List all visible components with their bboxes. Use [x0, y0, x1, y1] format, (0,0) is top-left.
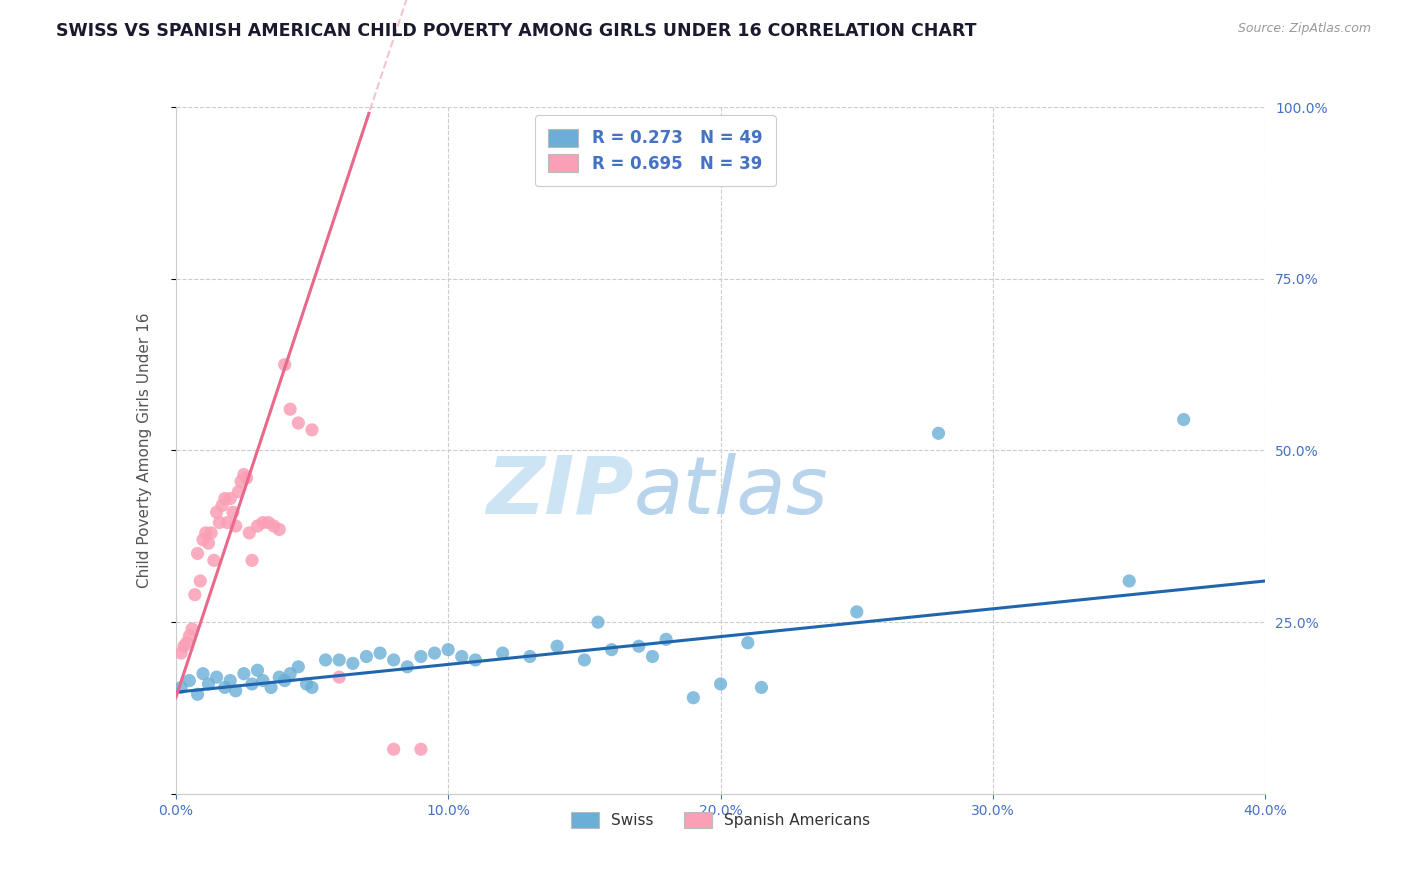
Point — [246, 519, 269, 533]
Point — [546, 639, 568, 653]
Point — [1118, 574, 1140, 588]
Point — [328, 670, 350, 684]
Point — [200, 525, 222, 540]
Point — [574, 653, 596, 667]
Point — [845, 605, 868, 619]
Point — [173, 639, 195, 653]
Point — [211, 499, 233, 513]
Point — [315, 653, 337, 667]
Point — [269, 670, 291, 684]
Point — [356, 649, 378, 664]
Point — [205, 670, 228, 684]
Point — [231, 475, 253, 489]
Point — [176, 636, 198, 650]
Point — [240, 677, 263, 691]
Point — [409, 742, 432, 756]
Point — [179, 629, 201, 643]
Point — [928, 426, 950, 441]
Point — [214, 681, 236, 695]
Point — [586, 615, 609, 630]
Point — [170, 646, 193, 660]
Point — [328, 653, 350, 667]
Point — [641, 649, 664, 664]
Text: ZIP: ZIP — [486, 452, 633, 531]
Point — [278, 402, 301, 417]
Point — [232, 467, 254, 482]
Point — [295, 677, 318, 691]
Point — [464, 653, 486, 667]
Point — [450, 649, 472, 664]
Point — [257, 516, 280, 530]
Point — [437, 642, 460, 657]
Y-axis label: Child Poverty Among Girls Under 16: Child Poverty Among Girls Under 16 — [138, 313, 152, 588]
Point — [219, 491, 242, 506]
Point — [278, 666, 301, 681]
Point — [287, 660, 309, 674]
Point — [228, 484, 250, 499]
Point — [492, 646, 515, 660]
Text: SWISS VS SPANISH AMERICAN CHILD POVERTY AMONG GIRLS UNDER 16 CORRELATION CHART: SWISS VS SPANISH AMERICAN CHILD POVERTY … — [56, 22, 977, 40]
Point — [274, 358, 297, 372]
Point — [222, 505, 245, 519]
Point — [240, 553, 263, 567]
Point — [274, 673, 297, 688]
Point — [186, 546, 209, 561]
Point — [170, 681, 193, 695]
Text: atlas: atlas — [633, 452, 828, 531]
Point — [260, 681, 283, 695]
Point — [301, 423, 323, 437]
Point — [368, 646, 391, 660]
Point — [287, 416, 309, 430]
Point — [238, 525, 260, 540]
Point — [1173, 412, 1195, 426]
Point — [269, 523, 291, 537]
Point — [600, 642, 623, 657]
Point — [396, 660, 419, 674]
Point — [301, 681, 323, 695]
Point — [179, 673, 201, 688]
Point — [342, 657, 364, 671]
Point — [246, 663, 269, 677]
Point — [205, 505, 228, 519]
Point — [235, 471, 257, 485]
Point — [202, 553, 225, 567]
Point — [197, 536, 219, 550]
Point — [655, 632, 678, 647]
Point — [219, 673, 242, 688]
Point — [208, 516, 231, 530]
Point — [710, 677, 733, 691]
Point — [409, 649, 432, 664]
Point — [252, 673, 274, 688]
Point — [191, 533, 214, 547]
Point — [627, 639, 650, 653]
Point — [225, 519, 247, 533]
Point — [263, 519, 285, 533]
Point — [191, 666, 214, 681]
Point — [188, 574, 211, 588]
Point — [252, 516, 274, 530]
Point — [737, 636, 759, 650]
Point — [184, 588, 207, 602]
Point — [225, 683, 247, 698]
Point — [186, 687, 209, 701]
Point — [519, 649, 541, 664]
Legend: Swiss, Spanish Americans: Swiss, Spanish Americans — [565, 805, 876, 834]
Point — [423, 646, 446, 660]
Point — [382, 653, 405, 667]
Point — [751, 681, 773, 695]
Point — [214, 491, 236, 506]
Point — [682, 690, 704, 705]
Point — [217, 516, 239, 530]
Point — [197, 677, 219, 691]
Point — [382, 742, 405, 756]
Point — [181, 622, 204, 636]
Text: Source: ZipAtlas.com: Source: ZipAtlas.com — [1237, 22, 1371, 36]
Point — [232, 666, 254, 681]
Point — [194, 525, 217, 540]
